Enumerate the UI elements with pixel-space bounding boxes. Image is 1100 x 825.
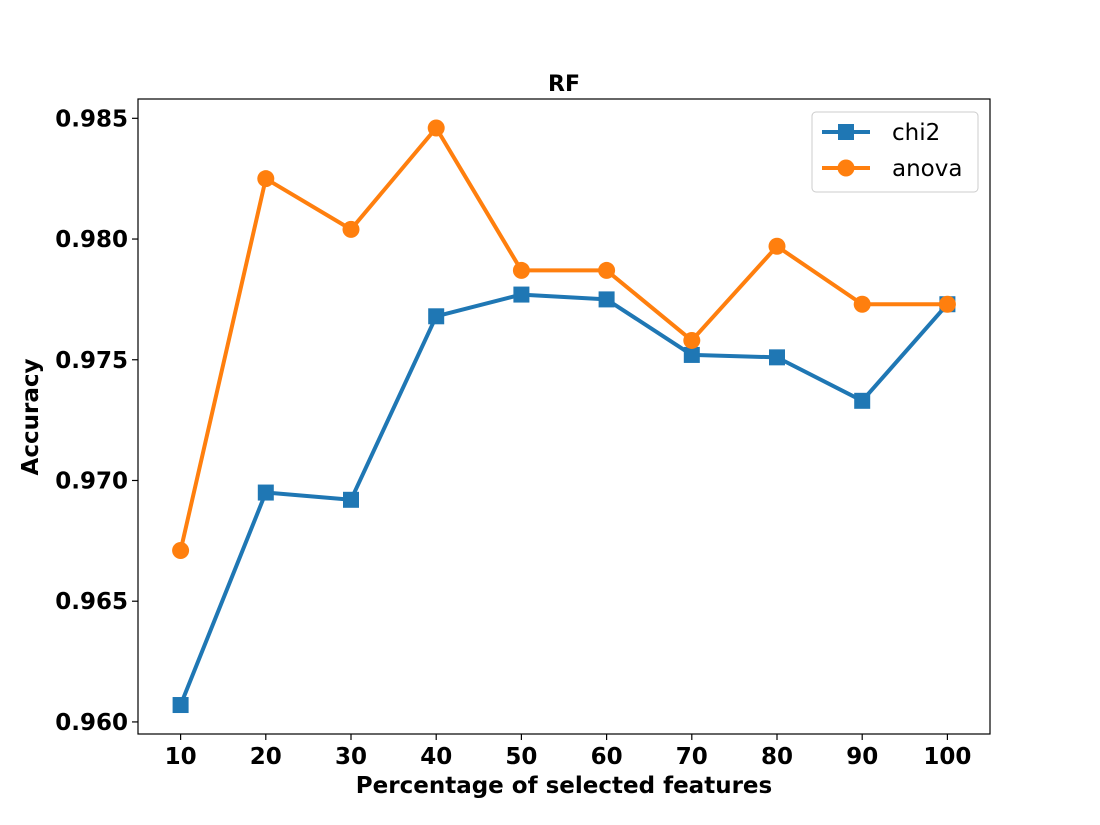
x-tick-label: 80 <box>761 744 793 770</box>
x-tick-label: 90 <box>846 744 878 770</box>
y-tick-label: 0.975 <box>55 348 128 374</box>
data-point-anova <box>853 295 871 313</box>
x-tick-label: 30 <box>335 744 367 770</box>
series-line-anova <box>178 125 950 553</box>
data-point-chi2 <box>683 346 700 363</box>
y-tick-label: 0.985 <box>55 106 128 132</box>
y-tick-label: 0.980 <box>55 227 128 253</box>
plot-frame <box>137 98 991 735</box>
series-line-chi2 <box>178 292 950 708</box>
data-point-chi2 <box>513 286 530 303</box>
legend-label-anova: anova <box>892 156 962 182</box>
data-point-anova <box>342 220 360 238</box>
x-tick-label: 40 <box>420 744 452 770</box>
x-tick-label: 60 <box>591 744 623 770</box>
legend-marker-anova <box>837 159 855 177</box>
data-point-chi2 <box>769 349 785 366</box>
data-point-chi2 <box>428 308 445 325</box>
data-point-anova <box>257 170 275 188</box>
data-point-anova <box>172 542 190 560</box>
y-tick-label: 0.960 <box>55 710 128 736</box>
data-point-anova <box>598 261 616 279</box>
plot-area: 10 20 30 40 50 60 70 80 90 100 0.960 0.965 0.970 0.97… <box>55 98 991 770</box>
legend: chi2 anova <box>811 111 979 193</box>
data-point-anova <box>768 237 786 255</box>
chart-title: RF <box>548 72 580 97</box>
y-tick-label: 0.965 <box>55 589 128 615</box>
y-tick-label: 0.970 <box>55 468 128 494</box>
data-point-chi2 <box>598 291 615 308</box>
data-point-anova <box>427 119 445 137</box>
data-point-anova <box>938 295 956 313</box>
x-tick-label: 20 <box>250 744 282 770</box>
x-tick-label: 100 <box>923 744 971 770</box>
x-axis-label: Percentage of selected features <box>356 773 772 799</box>
y-axis-label: Accuracy <box>18 359 44 476</box>
x-tick-label: 10 <box>165 744 197 770</box>
data-point-anova <box>683 331 701 349</box>
legend-label-chi2: chi2 <box>892 120 940 146</box>
data-point-chi2 <box>172 697 189 714</box>
x-tick-label: 50 <box>505 744 537 770</box>
data-point-chi2 <box>854 392 871 409</box>
data-point-chi2 <box>343 491 359 508</box>
data-point-chi2 <box>257 484 274 501</box>
legend-marker-chi2 <box>838 124 854 140</box>
x-tick-label: 70 <box>676 744 708 770</box>
data-point-anova <box>512 261 530 279</box>
